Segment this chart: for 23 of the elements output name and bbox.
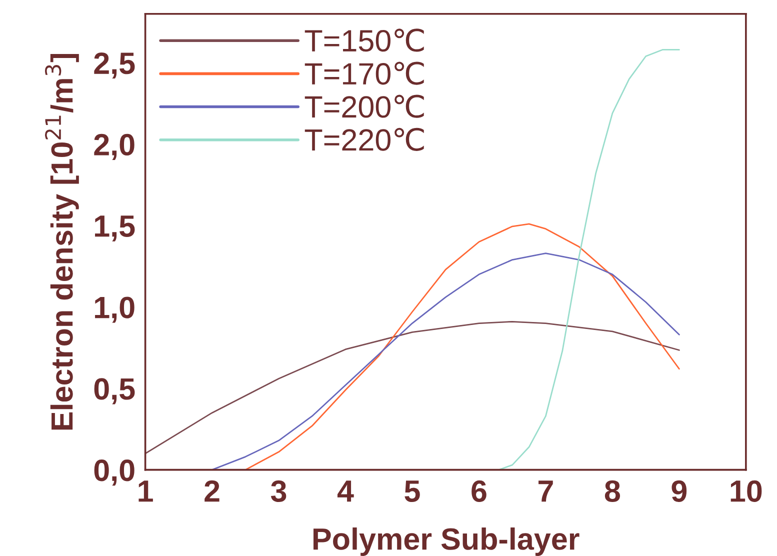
x-tick-label: 9 xyxy=(672,480,687,502)
x-tick-label: 4 xyxy=(337,480,354,502)
legend-label: T=150℃ xyxy=(304,28,424,52)
y-tick-label: 2,0 xyxy=(94,134,134,160)
y-tick-label: 0,5 xyxy=(94,378,135,404)
x-tick-label: 2 xyxy=(204,480,220,502)
y-axis-title: Electron density [10$^{21}$/m$^{3}$] xyxy=(44,54,79,430)
x-tick-label: 5 xyxy=(404,480,420,502)
x-tick-label: 3 xyxy=(270,480,286,502)
y-tick-label: 2,5 xyxy=(94,52,135,79)
legend-label: T=220℃ xyxy=(304,128,424,151)
y-tick-label: 0,0 xyxy=(94,460,134,486)
x-axis-title: Polymer Sub-layer xyxy=(314,527,580,556)
x-tick-label: 1 xyxy=(138,480,153,502)
legend-label: T=170℃ xyxy=(304,62,424,85)
line-series xyxy=(145,320,680,454)
x-tick-label: 6 xyxy=(472,480,486,502)
y-tick-label: 1,0 xyxy=(95,296,134,323)
x-tick-label: 10 xyxy=(730,480,762,502)
x-tick-label: 8 xyxy=(604,480,620,502)
x-tick-label: 7 xyxy=(538,480,553,502)
y-tick-label: 1,5 xyxy=(95,216,135,242)
legend-label: T=200℃ xyxy=(304,94,424,118)
